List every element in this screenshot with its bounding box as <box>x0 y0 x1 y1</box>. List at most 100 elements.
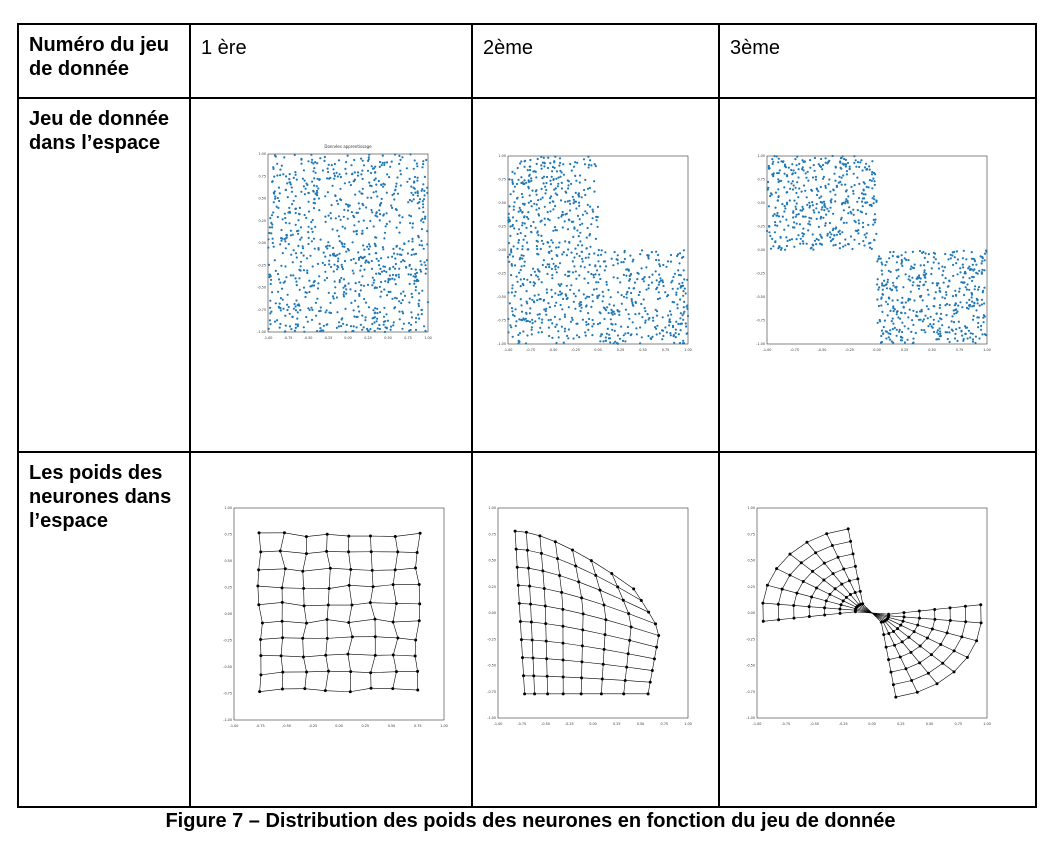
grid-edge <box>796 581 804 594</box>
data-point <box>529 224 533 228</box>
data-point <box>387 256 390 259</box>
grid-edge <box>911 673 929 681</box>
neuron-node <box>917 609 921 613</box>
data-point <box>509 324 512 327</box>
data-point <box>801 205 804 208</box>
neuron-node <box>918 661 922 665</box>
neuron-node <box>259 654 263 658</box>
neuron-node <box>370 568 374 572</box>
data-point <box>953 304 956 307</box>
data-point <box>958 287 961 290</box>
data-point <box>603 317 606 321</box>
data-point <box>591 208 594 211</box>
data-point <box>877 288 880 291</box>
data-point <box>392 324 395 327</box>
data-point <box>682 312 685 315</box>
data-point <box>332 297 335 300</box>
data-point <box>590 223 593 226</box>
data-point <box>943 297 947 300</box>
data-point <box>553 304 557 307</box>
data-point <box>961 263 964 266</box>
grid-edge <box>392 637 399 656</box>
neuron-node <box>324 653 328 657</box>
data-point <box>839 232 842 236</box>
data-point <box>893 308 896 311</box>
data-point <box>567 184 570 187</box>
data-point <box>981 333 984 336</box>
neuron-node <box>625 665 629 669</box>
data-point <box>956 273 959 276</box>
grid-edge <box>826 533 833 546</box>
data-point <box>329 311 333 315</box>
data-point <box>784 163 787 166</box>
data-point <box>947 258 950 261</box>
data-point <box>415 162 418 165</box>
data-point <box>912 337 915 340</box>
data-point <box>378 285 381 288</box>
neuron-node <box>325 636 329 640</box>
data-point <box>772 175 775 178</box>
data-point <box>426 243 429 246</box>
y-tick-label: -1.00 <box>257 330 266 334</box>
data-point <box>557 216 560 219</box>
data-point <box>349 288 352 291</box>
neuron-node <box>349 567 353 571</box>
data-point <box>658 273 661 276</box>
data-point <box>841 231 844 234</box>
data-point <box>841 155 844 158</box>
x-tick-label: 0.50 <box>388 724 396 728</box>
data-point <box>329 176 332 179</box>
data-point <box>817 225 820 228</box>
data-point <box>619 281 622 284</box>
data-point <box>279 168 282 171</box>
neuron-node <box>538 534 542 538</box>
neuron-node <box>581 612 585 616</box>
data-point <box>975 271 978 274</box>
data-point <box>564 240 567 243</box>
data-point <box>511 310 514 313</box>
grid-edge <box>260 550 281 553</box>
data-point <box>400 302 403 305</box>
data-point <box>908 308 911 311</box>
grid-edge <box>603 604 629 614</box>
grid-edge <box>370 536 372 552</box>
neuron-node <box>853 591 857 595</box>
data-point <box>402 290 405 293</box>
data-point <box>535 176 538 179</box>
data-point <box>927 308 930 311</box>
data-point <box>336 202 340 205</box>
data-point <box>301 247 305 250</box>
grid-edge <box>793 592 798 606</box>
data-point <box>886 314 889 317</box>
data-point <box>327 170 330 174</box>
grid-edge <box>605 619 632 628</box>
data-point <box>666 260 670 263</box>
grid-edge <box>260 671 283 676</box>
y-tick-label: -0.75 <box>746 690 755 694</box>
x-tick-label: -0.75 <box>790 348 799 352</box>
neuron-node <box>542 586 546 590</box>
data-point <box>276 196 279 200</box>
data-point <box>545 288 548 291</box>
data-point <box>372 167 375 170</box>
data-point <box>614 323 617 326</box>
neuron-node <box>373 617 377 621</box>
data-point <box>584 334 587 337</box>
neuron-node <box>347 534 351 538</box>
data-point <box>279 306 282 310</box>
data-point <box>938 327 941 330</box>
data-point <box>533 270 536 273</box>
data-point <box>897 275 900 278</box>
data-point <box>279 322 282 326</box>
data-point <box>289 181 292 184</box>
data-point <box>931 282 934 285</box>
data-point <box>679 274 682 277</box>
data-point <box>594 273 597 276</box>
data-point <box>344 307 347 310</box>
header-cell-2: 2ème <box>471 23 720 99</box>
data-point <box>323 279 326 282</box>
data-point <box>414 285 418 289</box>
data-point <box>389 290 392 293</box>
data-point <box>900 254 903 257</box>
data-point <box>602 306 605 309</box>
